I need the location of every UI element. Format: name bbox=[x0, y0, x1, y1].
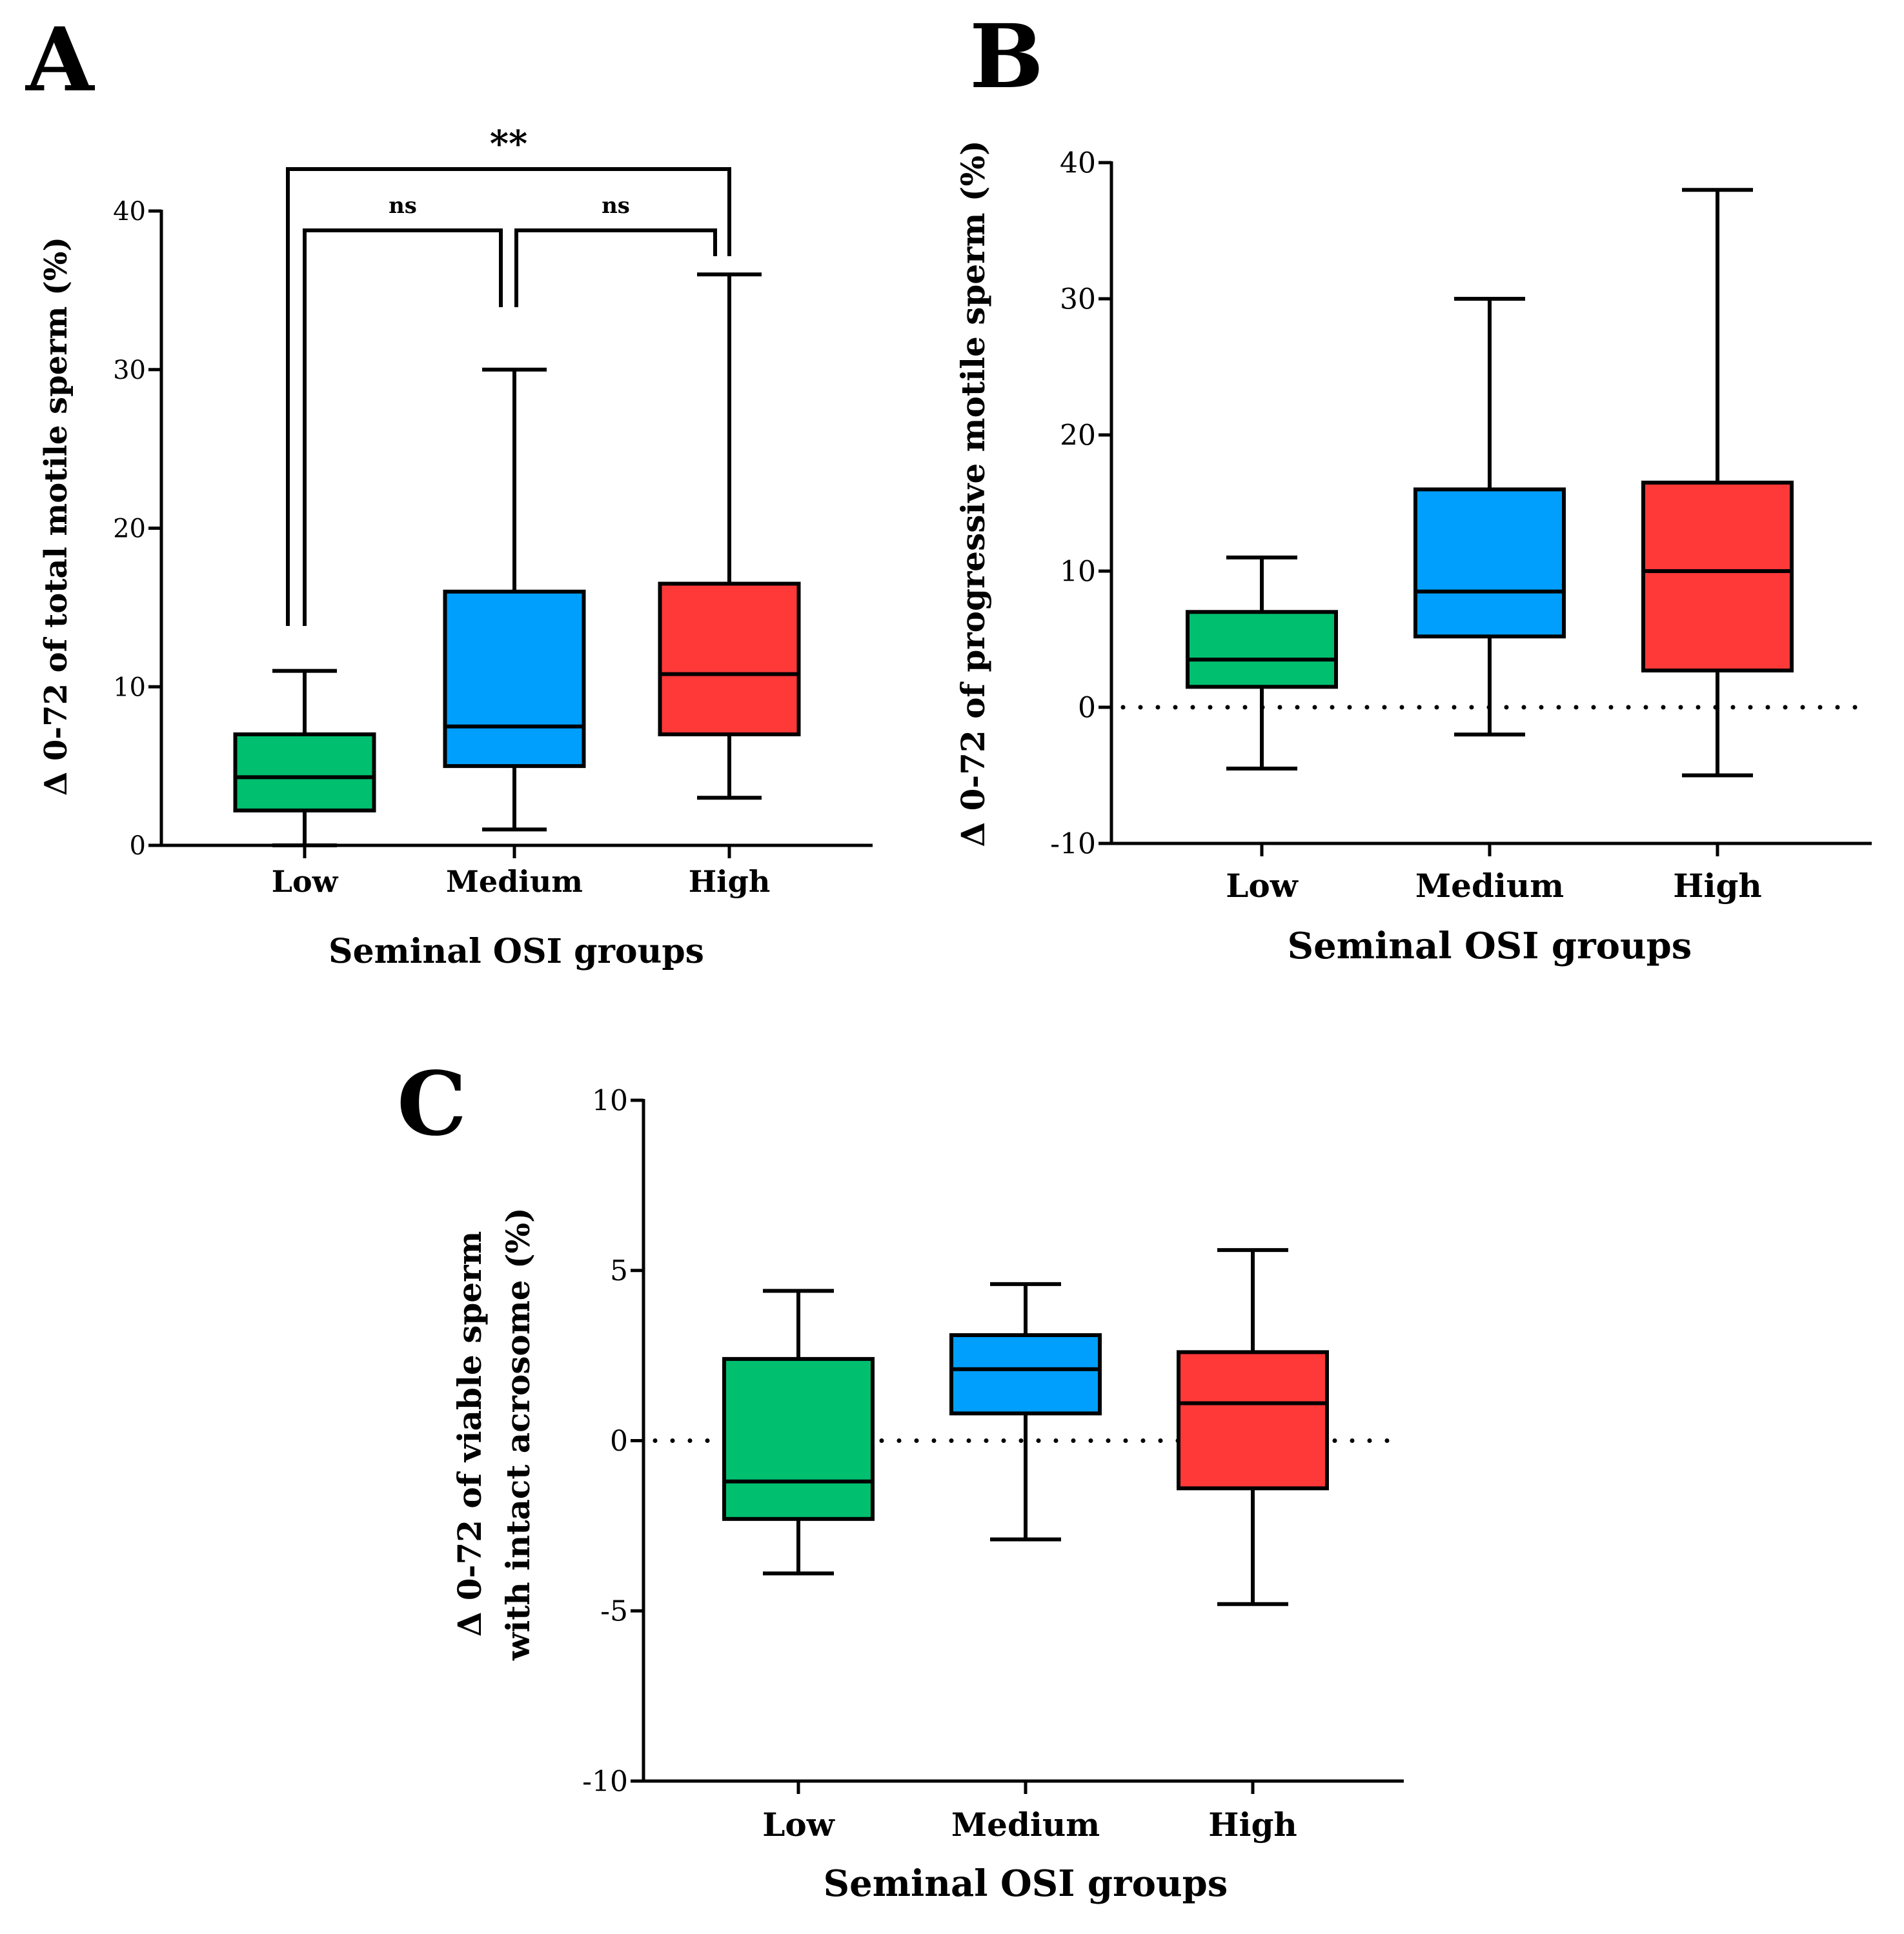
panel-b-y-tick-label: 40 bbox=[1060, 146, 1096, 179]
iqr-box bbox=[1641, 480, 1794, 673]
panel-a-chart: 0 10 20 30 40 Low Medium High Seminal OSI groups… bbox=[38, 123, 873, 971]
panel-c-y-tick-label: 10 bbox=[592, 1084, 628, 1117]
panel-c-y-axis-title-line1: Δ 0-72 of viable sperm bbox=[451, 1231, 489, 1637]
panel-a-box-medium bbox=[443, 367, 586, 832]
panel-a-sig-label-low-medium: ns bbox=[389, 193, 417, 219]
panel-c-x-axis-title: Seminal OSI groups bbox=[824, 1862, 1228, 1905]
panel-b-box-low bbox=[1186, 555, 1338, 771]
panel-b-y-tick-label: 20 bbox=[1060, 419, 1096, 452]
iqr-box bbox=[722, 1356, 875, 1521]
panel-a-category-label: Low bbox=[272, 864, 339, 899]
panel-a-x-axis-title: Seminal OSI groups bbox=[329, 932, 704, 971]
panel-c-chart: -10 -5 0 5 10 Low Medium High Seminal OSI groups… bbox=[451, 1084, 1405, 1905]
panel-c-y-tick-label: -10 bbox=[582, 1765, 628, 1798]
iqr-box bbox=[443, 589, 586, 769]
panel-b-category-label: Low bbox=[1226, 867, 1299, 905]
panel-c-category-label: High bbox=[1208, 1806, 1297, 1844]
panel-c-box-high bbox=[1177, 1248, 1329, 1606]
panel-b-x-axis-title: Seminal OSI groups bbox=[1288, 925, 1692, 967]
panel-c-category-label: Medium bbox=[951, 1806, 1100, 1844]
panel-a-y-tick-label: 0 bbox=[130, 831, 146, 861]
panel-b-chart: -10 0 10 20 30 40 Low Medium High Seminal OSI gro… bbox=[954, 140, 1873, 967]
iqr-box bbox=[1413, 487, 1566, 639]
panel-a-box-low bbox=[233, 669, 376, 847]
panel-c-box-medium bbox=[949, 1282, 1102, 1542]
panel-a-sig-bracket-low-medium bbox=[303, 228, 503, 626]
panel-a-sig-bracket-medium-high bbox=[514, 228, 717, 307]
panel-a-category-label: High bbox=[689, 864, 771, 899]
panel-a-category-label: Medium bbox=[446, 864, 583, 899]
panel-a-y-tick-label: 20 bbox=[113, 514, 146, 544]
panel-a-sig-bracket-low-high bbox=[286, 167, 731, 626]
iqr-box bbox=[1177, 1350, 1329, 1491]
panel-c-box-low bbox=[722, 1289, 875, 1576]
panel-a-y-tick-label: 40 bbox=[113, 197, 146, 227]
panel-b-box-high bbox=[1641, 188, 1794, 778]
panel-c-y-tick-label: 5 bbox=[610, 1254, 628, 1287]
panel-b-letter: B bbox=[969, 5, 1044, 108]
iqr-box bbox=[233, 732, 376, 812]
panel-b-category-label: High bbox=[1673, 867, 1762, 905]
panel-a-y-tick-label: 30 bbox=[113, 356, 146, 385]
panel-c-category-label: Low bbox=[762, 1806, 836, 1844]
panel-c-letter: C bbox=[397, 1053, 467, 1156]
panel-b-box-medium bbox=[1413, 297, 1566, 737]
panel-a-sig-label-medium-high: ns bbox=[602, 193, 630, 219]
panel-a-sig-label-low-high: ** bbox=[490, 123, 528, 165]
panel-b-y-tick-label: 10 bbox=[1060, 555, 1096, 588]
panel-b-y-tick-label: 30 bbox=[1060, 283, 1096, 316]
panel-b-y-tick-label: -10 bbox=[1050, 827, 1096, 860]
panel-b-y-tick-label: 0 bbox=[1078, 691, 1096, 724]
panel-c-y-tick-label: 0 bbox=[610, 1425, 628, 1458]
panel-b-category-label: Medium bbox=[1415, 867, 1564, 905]
iqr-box bbox=[949, 1333, 1102, 1416]
panel-c-y-axis-title-line2: with intact acrosome (%) bbox=[499, 1207, 537, 1661]
iqr-box bbox=[658, 581, 801, 736]
panel-c-y-tick-label: -5 bbox=[600, 1595, 628, 1628]
panel-a-letter: A bbox=[25, 8, 96, 112]
panel-a-y-axis-title: Δ 0-72 of total motile sperm (%) bbox=[38, 237, 74, 796]
iqr-box bbox=[1186, 610, 1338, 689]
panel-a-box-high bbox=[658, 272, 801, 800]
panel-a-y-tick-label: 10 bbox=[113, 672, 146, 702]
panel-b-y-axis-title: Δ 0-72 of progressive motile sperm (%) bbox=[954, 140, 992, 847]
